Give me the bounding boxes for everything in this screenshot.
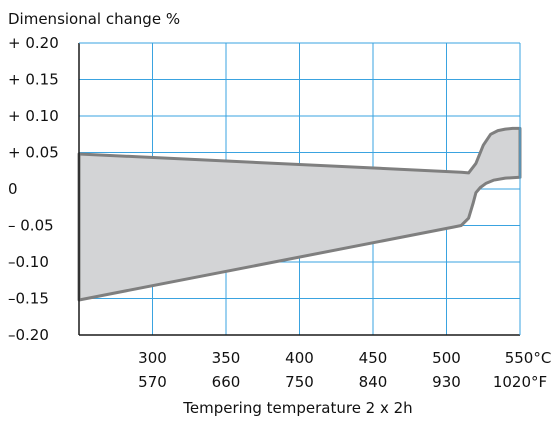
y-tick-label: 0 xyxy=(8,180,18,198)
x-tick-label-fahrenheit: 1020°F xyxy=(493,373,547,391)
x-tick-label-celsius: 450 xyxy=(359,349,388,367)
x-axis-label: Tempering temperature 2 x 2h xyxy=(182,399,412,417)
dimensional-change-band xyxy=(79,128,520,300)
x-tick-label-celsius: 400 xyxy=(285,349,314,367)
y-tick-label: + 0.15 xyxy=(8,71,59,89)
y-tick-label: + 0.20 xyxy=(8,34,59,52)
y-tick-label: + 0.10 xyxy=(8,107,59,125)
upper-limit-line xyxy=(77,126,522,175)
y-tick-label: –0.15 xyxy=(8,290,49,308)
y-tick-label: –0.20 xyxy=(8,326,49,344)
x-tick-label-fahrenheit: 930 xyxy=(432,373,461,391)
y-tick-labels: + 0.20 + 0.15 + 0.10 + 0.05 0 – 0.05 –0.10 –0.1… xyxy=(8,34,59,344)
x-tick-label-celsius: 500 xyxy=(432,349,461,367)
plot-frame xyxy=(78,42,521,336)
x-tick-labels: 300 570 350 660 400 750 450 840 500 930 550°C 1020°… xyxy=(138,349,551,391)
y-tick-label: + 0.05 xyxy=(8,144,59,162)
x-tick-label-celsius: 350 xyxy=(212,349,241,367)
x-tick-label-celsius: 300 xyxy=(138,349,167,367)
y-axis-label: Dimensional change % xyxy=(8,10,180,28)
y-tick-label: –0.10 xyxy=(8,253,49,271)
x-tick-label-fahrenheit: 570 xyxy=(138,373,167,391)
y-tick-label: – 0.05 xyxy=(8,217,54,235)
x-tick-label-fahrenheit: 840 xyxy=(359,373,388,391)
x-tick-label-celsius: 550°C xyxy=(505,349,552,367)
lower-limit-line xyxy=(77,175,522,302)
x-tick-label-fahrenheit: 660 xyxy=(212,373,241,391)
x-tick-label-fahrenheit: 750 xyxy=(285,373,314,391)
